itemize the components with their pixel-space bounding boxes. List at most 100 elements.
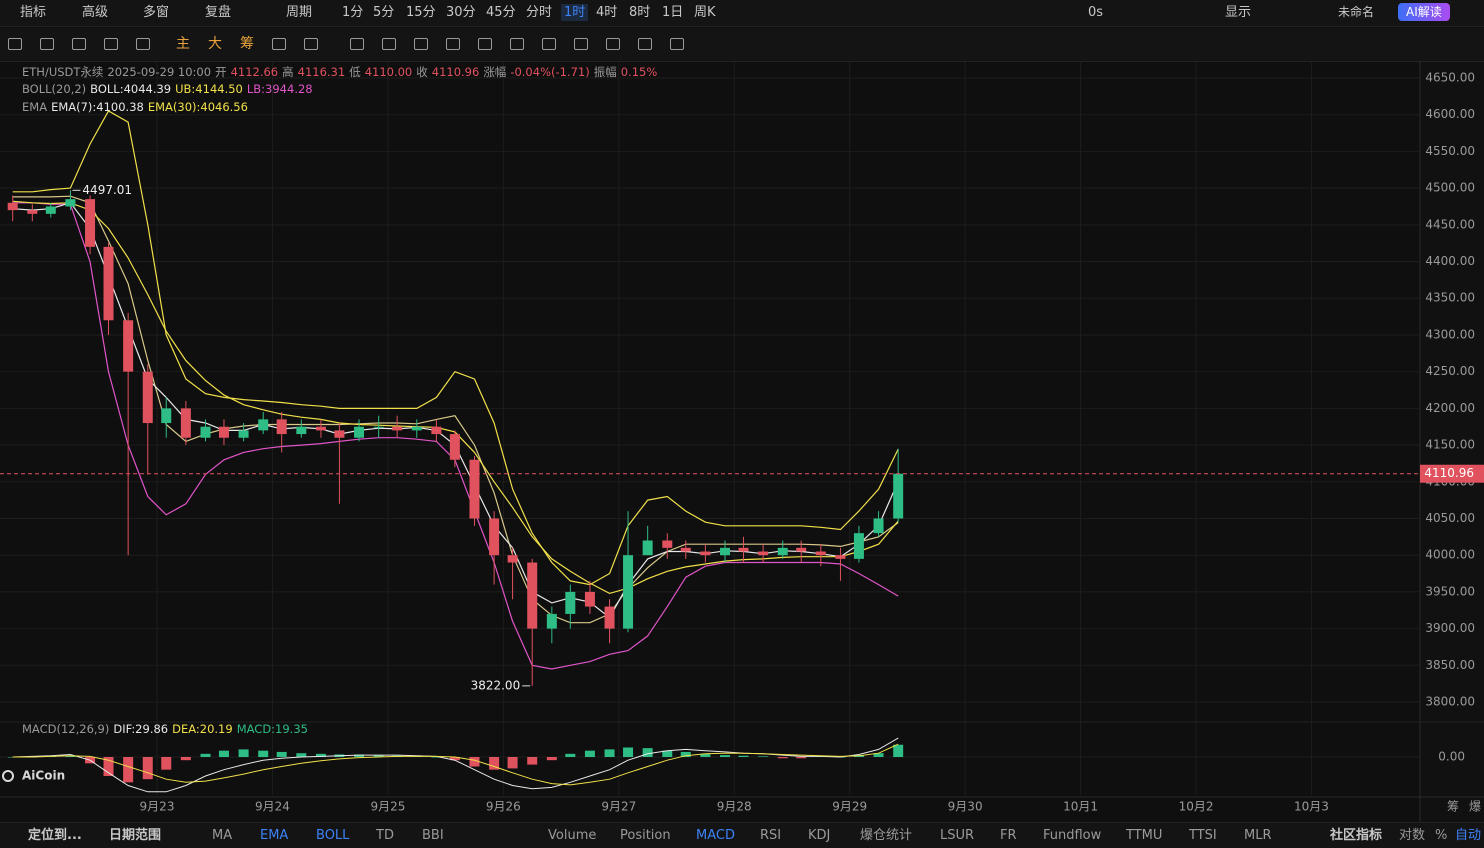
tool-icon[interactable] xyxy=(382,38,396,50)
sub-indicator[interactable]: Volume xyxy=(548,828,597,843)
macd-bar xyxy=(431,757,442,758)
candle-body xyxy=(218,426,229,438)
tool-icon[interactable] xyxy=(104,38,118,50)
legend-line: ETH/USDT永续 2025-09-29 10:00 开 4112.66 高 4116.… xyxy=(22,64,661,80)
macd-tick-label: 0.00 xyxy=(1438,750,1465,764)
sub-indicator[interactable]: FR xyxy=(1000,828,1017,843)
period-button[interactable]: 45分 xyxy=(486,5,516,20)
candle-body xyxy=(7,202,18,211)
candle-body xyxy=(276,419,287,435)
sub-indicator[interactable]: KDJ xyxy=(808,828,831,843)
candle-body xyxy=(65,199,76,207)
sub-indicator[interactable]: MLR xyxy=(1244,828,1272,843)
period-button[interactable]: 4时 xyxy=(596,5,618,20)
tool-icon[interactable] xyxy=(72,38,86,50)
chart-mode-button[interactable]: 筹 xyxy=(240,36,254,52)
main-indicator[interactable]: BBI xyxy=(422,828,444,843)
period-button[interactable]: 15分 xyxy=(406,5,436,20)
tool-icon[interactable] xyxy=(670,38,684,50)
scale-option[interactable]: 自动 xyxy=(1455,828,1482,843)
candle-body xyxy=(623,555,634,629)
y-tick-label: 4050.00 xyxy=(1425,511,1475,525)
toolbar-button[interactable]: 多窗 xyxy=(143,5,170,20)
tool-icon[interactable] xyxy=(40,38,54,50)
y-tick-label: 3900.00 xyxy=(1425,621,1475,635)
legend-text: 4110.96 xyxy=(431,65,480,79)
sub-indicator[interactable]: Position xyxy=(620,828,671,843)
axis-corner-label: 筹 xyxy=(1447,800,1459,814)
period-button[interactable]: 1分 xyxy=(342,5,364,20)
main-indicator[interactable]: EMA xyxy=(260,828,289,843)
legend-text: 收 xyxy=(416,65,428,79)
sub-indicator[interactable]: MACD xyxy=(696,828,735,843)
toolbar-button[interactable]: 复盘 xyxy=(205,5,232,20)
sub-indicator[interactable]: 爆仓统计 xyxy=(860,828,913,843)
macd-bar xyxy=(142,757,153,780)
main-indicator[interactable]: TD xyxy=(376,828,394,843)
macd-bar xyxy=(604,749,615,757)
candle-body xyxy=(700,551,711,556)
tool-icon[interactable] xyxy=(8,38,22,50)
candle-body xyxy=(200,426,211,438)
period-button[interactable]: 周K xyxy=(694,5,716,20)
period-button[interactable]: 5分 xyxy=(373,5,395,20)
toolbar-button[interactable]: 周期 xyxy=(286,5,313,20)
toolbar-button[interactable]: 0s xyxy=(1088,5,1104,20)
community-button[interactable]: 社区指标 xyxy=(1330,828,1383,843)
period-button[interactable]: 1时 xyxy=(561,4,589,21)
macd-bar xyxy=(893,744,904,757)
sub-indicator[interactable]: TTSI xyxy=(1189,828,1217,843)
toolbar-button[interactable]: 指标 xyxy=(20,5,47,20)
toolbar-button[interactable]: 显示 xyxy=(1225,5,1252,20)
tool-icon[interactable] xyxy=(574,38,588,50)
candle-body xyxy=(546,613,557,629)
x-tick-label: 9月24 xyxy=(255,800,290,814)
tool-icon[interactable] xyxy=(606,38,620,50)
macd-bar xyxy=(642,748,653,757)
candle-body xyxy=(123,320,134,372)
macd-bar xyxy=(103,757,114,776)
period-button[interactable]: 分时 xyxy=(526,5,553,20)
sub-indicator[interactable]: LSUR xyxy=(940,828,975,843)
ai-button[interactable]: AI解读 xyxy=(1398,3,1450,21)
tool-icon[interactable] xyxy=(414,38,428,50)
legend-text: MACD:19.35 xyxy=(236,722,308,736)
candle-body xyxy=(873,518,884,534)
main-indicator[interactable]: MA xyxy=(212,828,233,843)
watermark-logo xyxy=(2,770,14,782)
tool-icon[interactable] xyxy=(638,38,652,50)
tool-icon[interactable] xyxy=(272,38,286,50)
period-button[interactable]: 1日 xyxy=(662,5,684,20)
tool-icon[interactable] xyxy=(304,38,318,50)
main-indicator[interactable]: BOLL xyxy=(316,828,350,843)
x-tick-label: 10月1 xyxy=(1063,800,1098,814)
scale-option[interactable]: % xyxy=(1435,828,1448,843)
tool-icon[interactable] xyxy=(446,38,460,50)
period-button[interactable]: 30分 xyxy=(446,5,476,20)
tool-icon[interactable] xyxy=(350,38,364,50)
date-range-button[interactable]: 日期范围 xyxy=(109,828,162,843)
sub-indicator[interactable]: TTMU xyxy=(1126,828,1163,843)
legend-text: -0.04%(-1.71) xyxy=(510,65,590,79)
toolbar-button[interactable]: 未命名 xyxy=(1338,5,1375,19)
macd-bar xyxy=(623,747,634,757)
sub-indicator[interactable]: RSI xyxy=(760,828,782,843)
locate-button[interactable]: 定位到... xyxy=(28,828,82,843)
x-tick-label: 9月26 xyxy=(486,800,521,814)
macd-bar xyxy=(65,755,76,757)
current-price-label: 4110.96 xyxy=(1424,466,1474,480)
macd-bar xyxy=(720,755,731,757)
toolbar-button[interactable]: 高级 xyxy=(82,5,109,20)
tool-icon[interactable] xyxy=(510,38,524,50)
sub-indicator[interactable]: Fundflow xyxy=(1043,828,1102,843)
high-annotation: 4497.01 xyxy=(82,183,132,197)
candle-body xyxy=(796,547,807,552)
period-button[interactable]: 8时 xyxy=(629,5,651,20)
chart-mode-button[interactable]: 大 xyxy=(208,36,222,52)
tool-icon[interactable] xyxy=(136,38,150,50)
tool-icon[interactable] xyxy=(478,38,492,50)
axis-corner-label: 爆 xyxy=(1469,800,1481,814)
tool-icon[interactable] xyxy=(542,38,556,50)
scale-option[interactable]: 对数 xyxy=(1399,828,1426,843)
chart-mode-button[interactable]: 主 xyxy=(176,36,190,52)
